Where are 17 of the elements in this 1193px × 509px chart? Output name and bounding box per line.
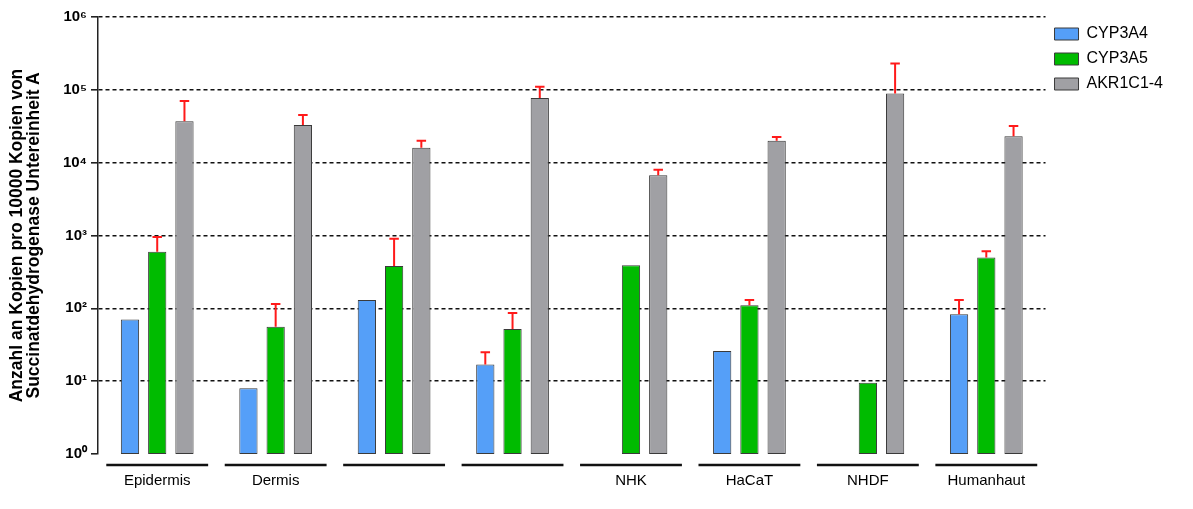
y-tick-label: 10⁵ [63,79,87,97]
x-tick-label: NHDF [847,471,889,489]
legend-label: CYP3A5 [1086,49,1148,67]
x-tick-label: Epidermis [123,471,191,489]
y-tick-label: 10⁴ [62,152,87,170]
y-axis-title: Anzahl an Kopien pro 10000 Kopien von Succinatdehydrogenase Untereinheit A [5,68,44,403]
y-tick-label: 10⁰ [65,444,88,462]
legend-label: AKR1C1-4 [1086,74,1164,92]
x-tick-label: HaCaT [725,471,774,489]
x-tick-label: Humanhaut [947,471,1026,489]
legend-label: CYP3A4 [1086,24,1148,42]
x-tick-label: Dermis [251,471,300,489]
y-tick-label: 10³ [65,225,87,243]
x-tick-label: NHK [615,471,647,489]
y-tick-label: 10¹ [65,371,87,389]
y-tick-label: 10⁶ [63,7,87,25]
y-tick-label: 10² [65,298,87,316]
